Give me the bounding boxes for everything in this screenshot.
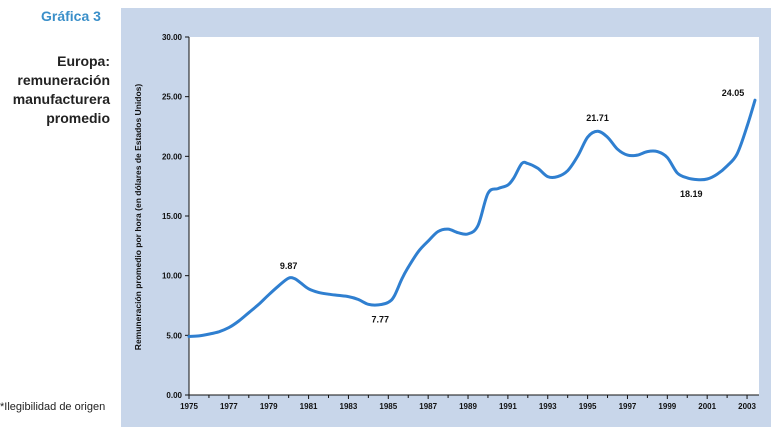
- y-tick-label: 15.00: [162, 212, 183, 221]
- data-label: 18.19: [680, 189, 703, 199]
- y-axis-label: Remuneración promedio por hora (en dólar…: [133, 84, 143, 351]
- x-tick-label: 2001: [698, 402, 716, 411]
- figure-number: Gráfica 3: [41, 8, 101, 24]
- footnote: *Ilegibilidad de origen: [0, 401, 106, 413]
- series-group: [187, 98, 757, 338]
- x-tick-label: 1989: [459, 402, 477, 411]
- y-tick-label: 0.00: [166, 391, 182, 400]
- y-tick-label: 25.00: [162, 93, 183, 102]
- data-label: 9.87: [280, 261, 298, 271]
- x-tick-label: 1997: [619, 402, 637, 411]
- line-chart: 0.00 5.00 10.00 15.00 20.00 25.00 30.00 1975 197…: [133, 33, 759, 411]
- x-tick-label: 1993: [539, 402, 557, 411]
- plot-area: [189, 37, 759, 395]
- y-tick-label: 20.00: [162, 152, 183, 161]
- figure-caption: Gráfica 3 Europa: remuneración manufactu…: [0, 0, 118, 431]
- x-tick-label: 1991: [499, 402, 517, 411]
- chart-panel: 0.00 5.00 10.00 15.00 20.00 25.00 30.00 1975 197…: [121, 8, 771, 427]
- x-tick-label: 1979: [260, 402, 278, 411]
- x-tick-label: 1999: [658, 402, 676, 411]
- annotations: 9.87 7.77 21.71 18.19 24.05: [280, 88, 744, 324]
- x-tick-label: 1975: [180, 402, 198, 411]
- data-label: 24.05: [722, 88, 745, 98]
- y-tick-label: 5.00: [166, 331, 182, 340]
- x-tick-label: 1995: [579, 402, 597, 411]
- data-label: 21.71: [586, 113, 609, 123]
- x-tick-label: 1981: [300, 402, 318, 411]
- x-tick-label: 2003: [738, 402, 756, 411]
- x-tick-label: 1985: [379, 402, 397, 411]
- axes: 0.00 5.00 10.00 15.00 20.00 25.00 30.00 1975 197…: [162, 33, 759, 411]
- y-tick-label: 30.00: [162, 33, 183, 42]
- series-line: [187, 98, 757, 338]
- data-label: 7.77: [372, 314, 390, 324]
- x-tick-label: 1977: [220, 402, 238, 411]
- figure-title: Europa: remuneración manufacturera prome…: [12, 53, 110, 126]
- x-tick-label: 1987: [419, 402, 437, 411]
- y-tick-label: 10.00: [162, 272, 183, 281]
- x-tick-label: 1983: [340, 402, 358, 411]
